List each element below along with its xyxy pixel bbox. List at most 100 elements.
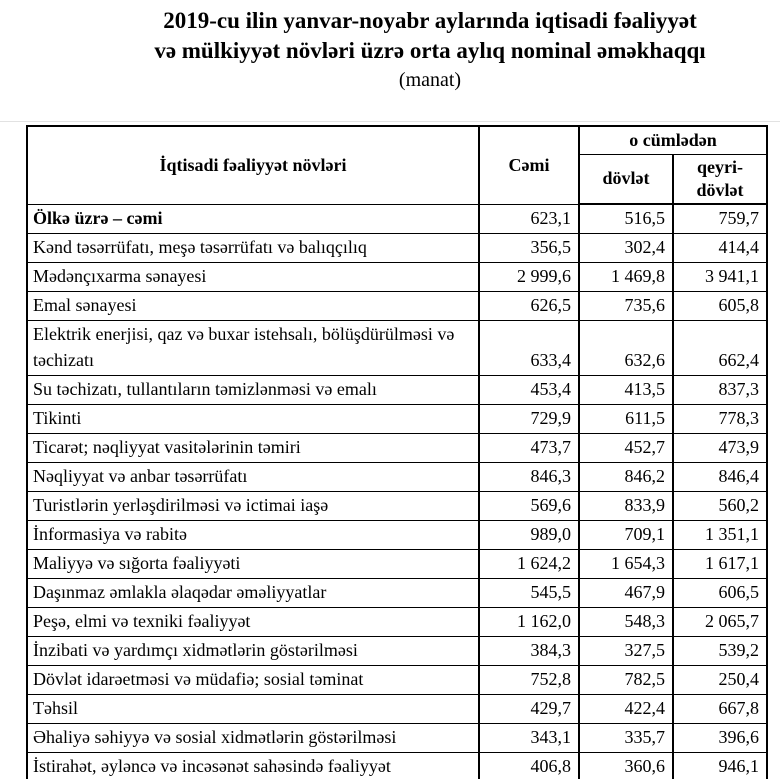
state-cell: 611,5: [578, 404, 674, 434]
table-row: Turistlərin yerləşdirilməsi və ictimai i…: [26, 491, 768, 521]
total-cell: 473,7: [478, 433, 580, 463]
activity-cell: Tikinti: [26, 404, 480, 434]
total-cell: 545,5: [478, 578, 580, 608]
activity-cell: Mədənçıxarma sənayesi: [26, 262, 480, 292]
activity-cell: Su təchizatı, tullantıların təmizlənməsi…: [26, 375, 480, 405]
activity-cell: Turistlərin yerləşdirilməsi və ictimai i…: [26, 491, 480, 521]
activity-cell: Emal sənayesi: [26, 291, 480, 321]
state-cell: 632,6: [578, 320, 674, 376]
state-cell: 335,7: [578, 723, 674, 753]
table-row: Nəqliyyat və anbar təsərrüfatı 846,3 846…: [26, 462, 768, 492]
activity-cell: İnzibati və yardımçı xidmətlərin göstəri…: [26, 636, 480, 666]
page-title-line1: 2019-cu ilin yanvar-noyabr aylarında iqt…: [163, 8, 697, 33]
document-page: 2019-cu ilin yanvar-noyabr aylarında iqt…: [0, 6, 780, 779]
total-cell: 569,6: [478, 491, 580, 521]
nonstate-cell: 539,2: [672, 636, 768, 666]
scan-artifact-line: [0, 121, 780, 122]
table-row: Ölkə üzrə – cəmi 623,1 516,5 759,7: [26, 203, 768, 234]
total-cell: 384,3: [478, 636, 580, 666]
table-row: Kənd təsərrüfatı, meşə təsərrüfatı və ba…: [26, 233, 768, 263]
header-row-2: dövlət qeyri- dövlət: [27, 153, 768, 205]
state-cell: 413,5: [578, 375, 674, 405]
page-subtitle: (manat): [398, 69, 462, 91]
table-row: Peşə, elmi və texniki fəaliyyət 1 162,0 …: [26, 607, 768, 637]
table-row: Elektrik enerjisi, qaz və buxar istehsal…: [26, 320, 768, 376]
state-cell: 452,7: [578, 433, 674, 463]
state-cell: 1 654,3: [578, 549, 674, 579]
header-activity-label: İqtisadi fəaliyyət növləri: [26, 125, 480, 205]
nonstate-cell: 1 617,1: [672, 549, 768, 579]
title-block: 2019-cu ilin yanvar-noyabr aylarında iqt…: [0, 6, 780, 94]
activity-cell: Ticarət; nəqliyyat vasitələrinin təmiri: [26, 433, 480, 463]
total-cell: 429,7: [478, 694, 580, 724]
page-title: 2019-cu ilin yanvar-noyabr aylarında iqt…: [80, 6, 780, 66]
state-cell: 302,4: [578, 233, 674, 263]
nonstate-cell: 1 351,1: [672, 520, 768, 550]
nonstate-cell: 606,5: [672, 578, 768, 608]
nonstate-cell: 3 941,1: [672, 262, 768, 292]
nonstate-cell: 473,9: [672, 433, 768, 463]
nonstate-cell: 560,2: [672, 491, 768, 521]
total-cell: 752,8: [478, 665, 580, 695]
activity-cell: Ölkə üzrə – cəmi: [26, 203, 480, 234]
state-cell: 327,5: [578, 636, 674, 666]
total-cell: 626,5: [478, 291, 580, 321]
total-cell: 356,5: [478, 233, 580, 263]
header-row-1: İqtisadi fəaliyyət növləri Cəmi o cümləd…: [26, 125, 768, 205]
state-cell: 422,4: [578, 694, 674, 724]
activity-cell: Nəqliyyat və anbar təsərrüfatı: [26, 462, 480, 492]
table-row: İnzibati və yardımçı xidmətlərin göstəri…: [26, 636, 768, 666]
total-cell: 406,8: [478, 752, 580, 779]
nonstate-cell: 846,4: [672, 462, 768, 492]
nonstate-cell: 2 065,7: [672, 607, 768, 637]
table-row: Təhsil 429,7 422,4 667,8: [26, 694, 768, 724]
table-row: Emal sənayesi 626,5 735,6 605,8: [26, 291, 768, 321]
activity-cell: Elektrik enerjisi, qaz və buxar istehsal…: [26, 320, 480, 376]
activity-cell: İstirahət, əyləncə və incəsənət sahəsind…: [26, 752, 480, 779]
total-cell: 989,0: [478, 520, 580, 550]
table-body: Ölkə üzrə – cəmi 623,1 516,5 759,7 Kənd …: [26, 203, 768, 779]
state-cell: 360,6: [578, 752, 674, 779]
header-including-label: o cümlədən: [578, 125, 768, 155]
table-row: Maliyyə və sığorta fəaliyyəti 1 624,2 1 …: [26, 549, 768, 579]
total-cell: 1 624,2: [478, 549, 580, 579]
nonstate-cell: 250,4: [672, 665, 768, 695]
state-cell: 833,9: [578, 491, 674, 521]
state-cell: 709,1: [578, 520, 674, 550]
state-cell: 735,6: [578, 291, 674, 321]
total-cell: 453,4: [478, 375, 580, 405]
nonstate-cell: 414,4: [672, 233, 768, 263]
total-cell: 729,9: [478, 404, 580, 434]
nonstate-cell: 396,6: [672, 723, 768, 753]
table-row: Əhaliyə səhiyyə və sosial xidmətlərin gö…: [26, 723, 768, 753]
total-cell: 2 999,6: [478, 262, 580, 292]
state-cell: 846,2: [578, 462, 674, 492]
activity-cell: Dövlət idarəetməsi və müdafiə; sosial tə…: [26, 665, 480, 695]
state-cell: 516,5: [578, 203, 674, 234]
state-cell: 548,3: [578, 607, 674, 637]
header-nonstate-label: qeyri- dövlət: [672, 153, 768, 205]
nonstate-cell: 759,7: [672, 203, 768, 234]
total-cell: 343,1: [478, 723, 580, 753]
table-row: Ticarət; nəqliyyat vasitələrinin təmiri …: [26, 433, 768, 463]
header-total-label: Cəmi: [478, 125, 580, 205]
state-cell: 1 469,8: [578, 262, 674, 292]
activity-cell: Kənd təsərrüfatı, meşə təsərrüfatı və ba…: [26, 233, 480, 263]
total-cell: 633,4: [478, 320, 580, 376]
activity-cell: Əhaliyə səhiyyə və sosial xidmətlərin gö…: [26, 723, 480, 753]
header-state-label: dövlət: [578, 153, 674, 205]
total-cell: 1 162,0: [478, 607, 580, 637]
wage-table: İqtisadi fəaliyyət növləri Cəmi o cümləd…: [26, 125, 768, 779]
table-row: İnformasiya və rabitə 989,0 709,1 1 351,…: [26, 520, 768, 550]
state-cell: 782,5: [578, 665, 674, 695]
activity-cell: Maliyyə və sığorta fəaliyyəti: [26, 549, 480, 579]
table-row: Dövlət idarəetməsi və müdafiə; sosial tə…: [26, 665, 768, 695]
nonstate-cell: 605,8: [672, 291, 768, 321]
table-row: Su təchizatı, tullantıların təmizlənməsi…: [26, 375, 768, 405]
nonstate-cell: 662,4: [672, 320, 768, 376]
activity-cell: Peşə, elmi və texniki fəaliyyət: [26, 607, 480, 637]
activity-cell: İnformasiya və rabitə: [26, 520, 480, 550]
table-row: Mədənçıxarma sənayesi 2 999,6 1 469,8 3 …: [26, 262, 768, 292]
table-row: İstirahət, əyləncə və incəsənət sahəsind…: [26, 752, 768, 779]
nonstate-cell: 946,1: [672, 752, 768, 779]
